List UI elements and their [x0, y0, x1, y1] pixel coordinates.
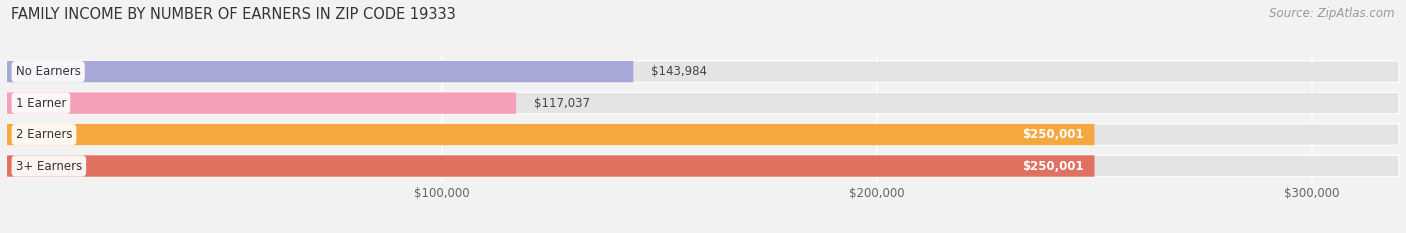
FancyBboxPatch shape	[7, 93, 516, 114]
FancyBboxPatch shape	[7, 155, 1399, 177]
Text: $250,001: $250,001	[1022, 160, 1084, 172]
Text: 2 Earners: 2 Earners	[15, 128, 72, 141]
FancyBboxPatch shape	[7, 61, 1399, 82]
FancyBboxPatch shape	[7, 93, 1399, 114]
Text: $250,001: $250,001	[1022, 128, 1084, 141]
Text: $117,037: $117,037	[533, 97, 589, 110]
Text: FAMILY INCOME BY NUMBER OF EARNERS IN ZIP CODE 19333: FAMILY INCOME BY NUMBER OF EARNERS IN ZI…	[11, 7, 456, 22]
FancyBboxPatch shape	[7, 61, 633, 82]
Text: 3+ Earners: 3+ Earners	[15, 160, 82, 172]
FancyBboxPatch shape	[7, 124, 1094, 145]
Text: No Earners: No Earners	[15, 65, 80, 78]
FancyBboxPatch shape	[7, 155, 1094, 177]
Text: $143,984: $143,984	[651, 65, 707, 78]
Text: 1 Earner: 1 Earner	[15, 97, 66, 110]
FancyBboxPatch shape	[7, 124, 1399, 145]
Text: Source: ZipAtlas.com: Source: ZipAtlas.com	[1270, 7, 1395, 20]
